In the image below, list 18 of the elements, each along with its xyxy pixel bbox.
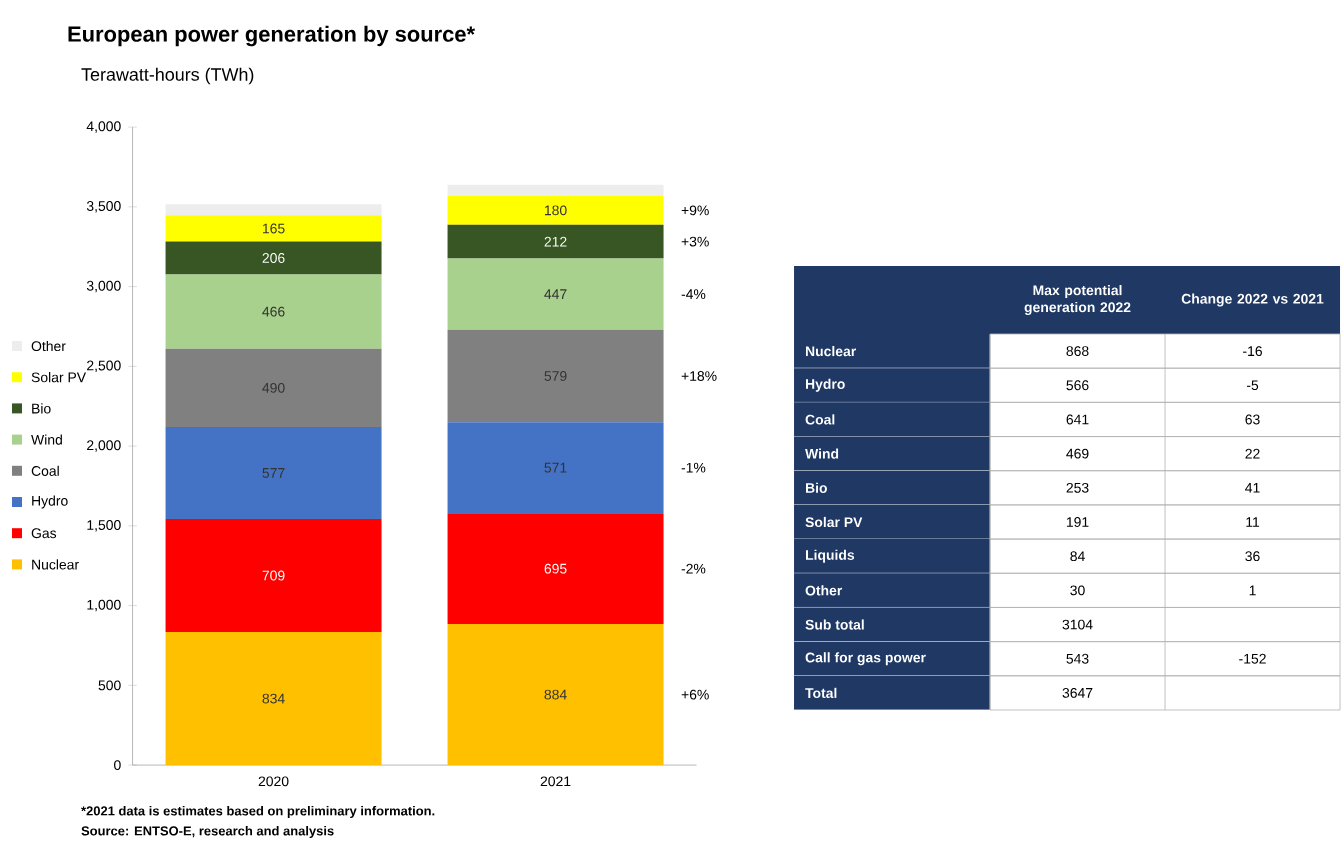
bar: [165, 215, 382, 242]
bar: [165, 348, 382, 427]
bar: [447, 184, 664, 196]
bar: [165, 274, 382, 349]
bar: [447, 513, 664, 625]
bar: [447, 422, 664, 514]
bar: [165, 518, 382, 633]
chart-subtitle: Terawatt-hours (TWh): [81, 67, 254, 85]
bar: [165, 241, 382, 275]
bar: [447, 224, 664, 259]
bar: [165, 204, 382, 216]
bar: [447, 195, 664, 225]
bar: [447, 329, 664, 423]
bar: [165, 426, 382, 519]
bar: [447, 624, 664, 766]
bar: [165, 632, 382, 766]
chart-title: European power generation by source*: [68, 25, 476, 47]
bar: [447, 258, 664, 330]
